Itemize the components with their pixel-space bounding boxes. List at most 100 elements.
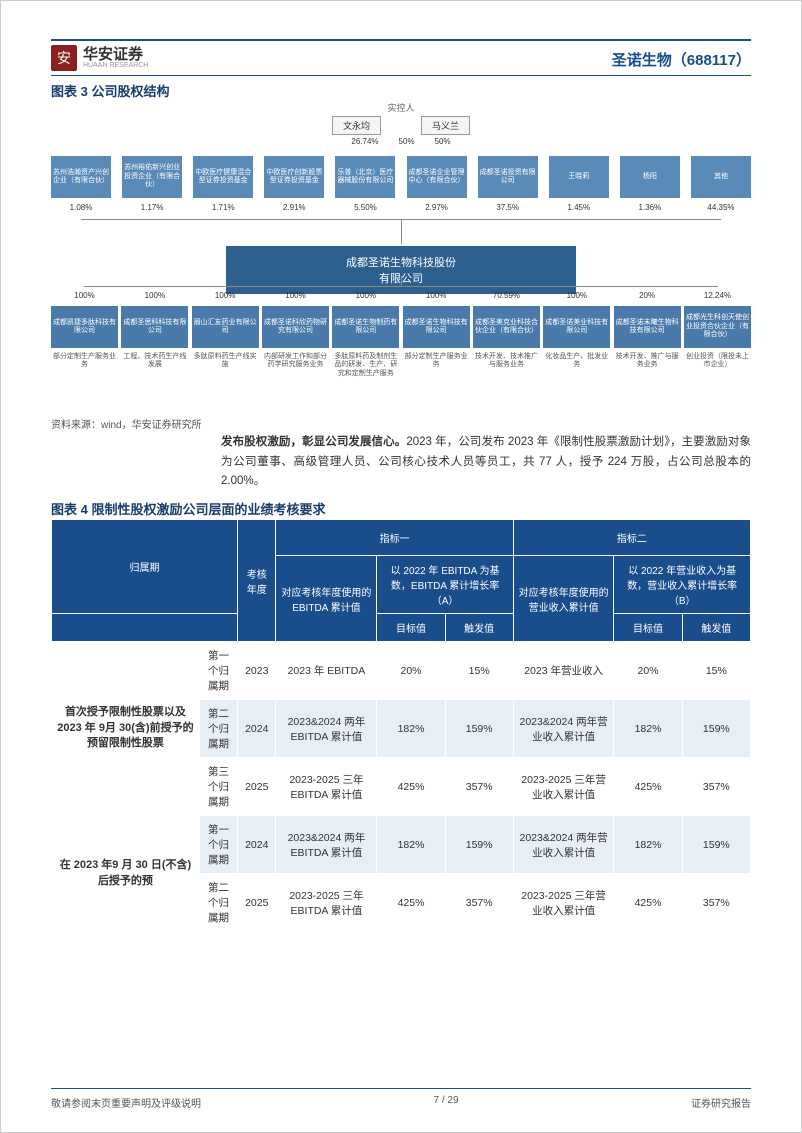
td-ebitda-cum: 2023&2024 两年EBITDA 累计值 (276, 700, 377, 758)
sub-desc: 化妆品生产、批发业务 (543, 353, 610, 378)
holder-box: 苏州裕佑新兴创业投资企业（有限合伙） (122, 156, 182, 198)
td-ebitda-cum: 2023&2024 两年EBITDA 累计值 (276, 816, 377, 874)
sub-desc: 多肽原料药生产线实施 (192, 353, 259, 378)
holder-pct: 1.45% (549, 203, 609, 212)
td-ebitda-tgt: 425% (377, 874, 445, 932)
td-rev-cum: 2023&2024 两年营业收入累计值 (513, 700, 614, 758)
pct-label: 26.74% (351, 137, 378, 146)
sub-box: 成都凯捷多肽科技有限公司 (51, 306, 118, 348)
td-ebitda-trg: 357% (445, 758, 513, 816)
figure3-title: 图表 3 公司股权结构 (51, 81, 169, 100)
connector-line (84, 286, 718, 287)
sub-desc: 部分定制生产服务业务 (403, 353, 470, 378)
pct-label: 50% (435, 137, 451, 146)
subs-row: 成都凯捷多肽科技有限公司成都圣思科科技有限公司眉山汇友药业有限公司成都圣诺科欣药… (51, 306, 751, 348)
holder-box: 成都圣诺企业管理中心（有限合伙） (407, 156, 467, 198)
logo-block: 安 华安证券 HUAAN RESEARCH (51, 45, 148, 71)
td-rev-cum: 2023-2025 三年营业收入累计值 (513, 874, 614, 932)
holder-box: 王晓莉 (549, 156, 609, 198)
th-rev-cum: 对应考核年度使用的营业收入累计值 (513, 556, 614, 642)
td-ebitda-trg: 357% (445, 874, 513, 932)
holder-pct: 5.50% (335, 203, 395, 212)
th-indicator1: 指标一 (276, 520, 513, 556)
logo-subtext: HUAAN RESEARCH (83, 62, 148, 69)
sub-box: 成都圣诺生物制药有限公司 (332, 306, 399, 348)
holder-box: 中欧医疗健康混合型证券投资基金 (193, 156, 253, 198)
sub-pct: 100% (543, 291, 610, 300)
th-ebitda-cum: 对应考核年度使用的 EBITDA 累计值 (276, 556, 377, 642)
group-header: 在 2023 年9 月 30 日(不含)后授予的预 (52, 816, 200, 932)
td-ebitda-trg: 159% (445, 816, 513, 874)
td-ebitda-cum: 2023 年 EBITDA (276, 642, 377, 700)
th-trigger: 触发值 (682, 614, 750, 642)
sub-box: 成都圣诺生物科技有限公司 (403, 306, 470, 348)
footer-right: 证券研究报告 (691, 1095, 751, 1110)
td-period: 第一个归属期 (199, 816, 237, 874)
controller-label: 实控人 (387, 101, 414, 114)
figure3-source: 资料来源：wind，华安证券研究所 (51, 416, 202, 431)
td-rev-tgt: 182% (614, 700, 682, 758)
td-ebitda-cum: 2023-2025 三年EBITDA 累计值 (276, 758, 377, 816)
logo-text: 华安证券 (83, 47, 148, 62)
body-paragraph: 发布股权激励，彰显公司发展信心。2023 年，公司发布 2023 年《限制性股票… (221, 433, 751, 492)
sub-pct: 100% (332, 291, 399, 300)
org-chart: 实控人 文永均 马义兰 26.74% 50% 50% 苏州浩瀚资产兴创企业（有限… (51, 101, 751, 411)
th-target: 目标值 (614, 614, 682, 642)
holder-pct: 1.08% (51, 203, 111, 212)
td-rev-trg: 159% (682, 700, 750, 758)
td-rev-trg: 357% (682, 874, 750, 932)
td-ebitda-trg: 159% (445, 700, 513, 758)
sub-desc: 内部研发工作和部分药学研究服务业务 (262, 353, 329, 378)
figure4-title: 图表 4 限制性股权激励公司层面的业绩考核要求 (51, 499, 325, 518)
header-rule (51, 39, 751, 41)
sub-pct: 100% (262, 291, 329, 300)
th-target: 目标值 (377, 614, 445, 642)
td-year: 2023 (238, 642, 276, 700)
holder-pct: 1.36% (620, 203, 680, 212)
holder-box: 苏州浩瀚资产兴创企业（有限合伙） (51, 156, 111, 198)
controller-box: 文永均 (332, 116, 381, 135)
connector-line (401, 276, 402, 286)
holders-row: 苏州浩瀚资产兴创企业（有限合伙） 苏州裕佑新兴创业投资企业（有限合伙） 中欧医疗健康… (51, 156, 751, 198)
td-rev-tgt: 182% (614, 816, 682, 874)
td-ebitda-tgt: 182% (377, 700, 445, 758)
holder-pct: 1.17% (122, 203, 182, 212)
company-ticker: 圣诺生物（688117） (612, 49, 751, 70)
connector-line (401, 219, 402, 244)
td-rev-tgt: 425% (614, 758, 682, 816)
td-period: 第一个归属期 (199, 642, 237, 700)
sub-box: 成都圣思科科技有限公司 (121, 306, 188, 348)
td-ebitda-trg: 15% (445, 642, 513, 700)
holder-pct: 37.5% (478, 203, 538, 212)
td-year: 2024 (238, 816, 276, 874)
sub-desc: 技术开发、技术推广与服务业务 (473, 353, 540, 378)
holders-pct-row: 1.08%1.17%1.71%2.91%5.50%2.97%37.5%1.45%… (51, 203, 751, 212)
td-rev-trg: 357% (682, 758, 750, 816)
sub-desc: 技术开发、推广与服务业务 (614, 353, 681, 378)
td-ebitda-cum: 2023-2025 三年EBITDA 累计值 (276, 874, 377, 932)
td-period: 第三个归属期 (199, 758, 237, 816)
th-ebitda-growth: 以 2022 年 EBITDA 为基数，EBITDA 累计增长率（A） (377, 556, 513, 614)
footer-page: 7 / 29 (433, 1095, 458, 1110)
sub-box: 成都圣诺美业科技有限公司 (543, 306, 610, 348)
sub-pct: 100% (403, 291, 470, 300)
td-rev-trg: 15% (682, 642, 750, 700)
page-footer: 敬请参阅末页重要声明及评级说明 7 / 29 证券研究报告 (51, 1088, 751, 1110)
td-year: 2025 (238, 758, 276, 816)
th-year: 考核年度 (238, 520, 276, 642)
logo-icon: 安 (51, 45, 77, 71)
sub-box: 眉山汇友药业有限公司 (192, 306, 259, 348)
th-rev-growth: 以 2022 年营业收入为基数，营业收入累计增长率（B） (614, 556, 751, 614)
td-rev-cum: 2023 年营业收入 (513, 642, 614, 700)
performance-table: 归属期 考核年度 指标一 指标二 对应考核年度使用的 EBITDA 累计值 以 … (51, 519, 751, 932)
subs-desc-row: 部分定制生产服务业务 工程、技术药生产线发展多肽原料药生产线实施内部研发工作和部分… (51, 353, 751, 378)
sub-pct: 12.24% (684, 291, 751, 300)
pct-label: 50% (399, 137, 415, 146)
holder-box: 其他 (691, 156, 751, 198)
holder-pct: 2.97% (407, 203, 467, 212)
controllers-block: 实控人 文永均 马义兰 26.74% 50% 50% (332, 101, 470, 146)
th-trigger: 触发值 (445, 614, 513, 642)
sub-desc: 工程、技术药生产线发展 (121, 353, 188, 378)
sub-box: 成都圣美克业科技合伙企业（有限合伙） (473, 306, 540, 348)
td-year: 2024 (238, 700, 276, 758)
